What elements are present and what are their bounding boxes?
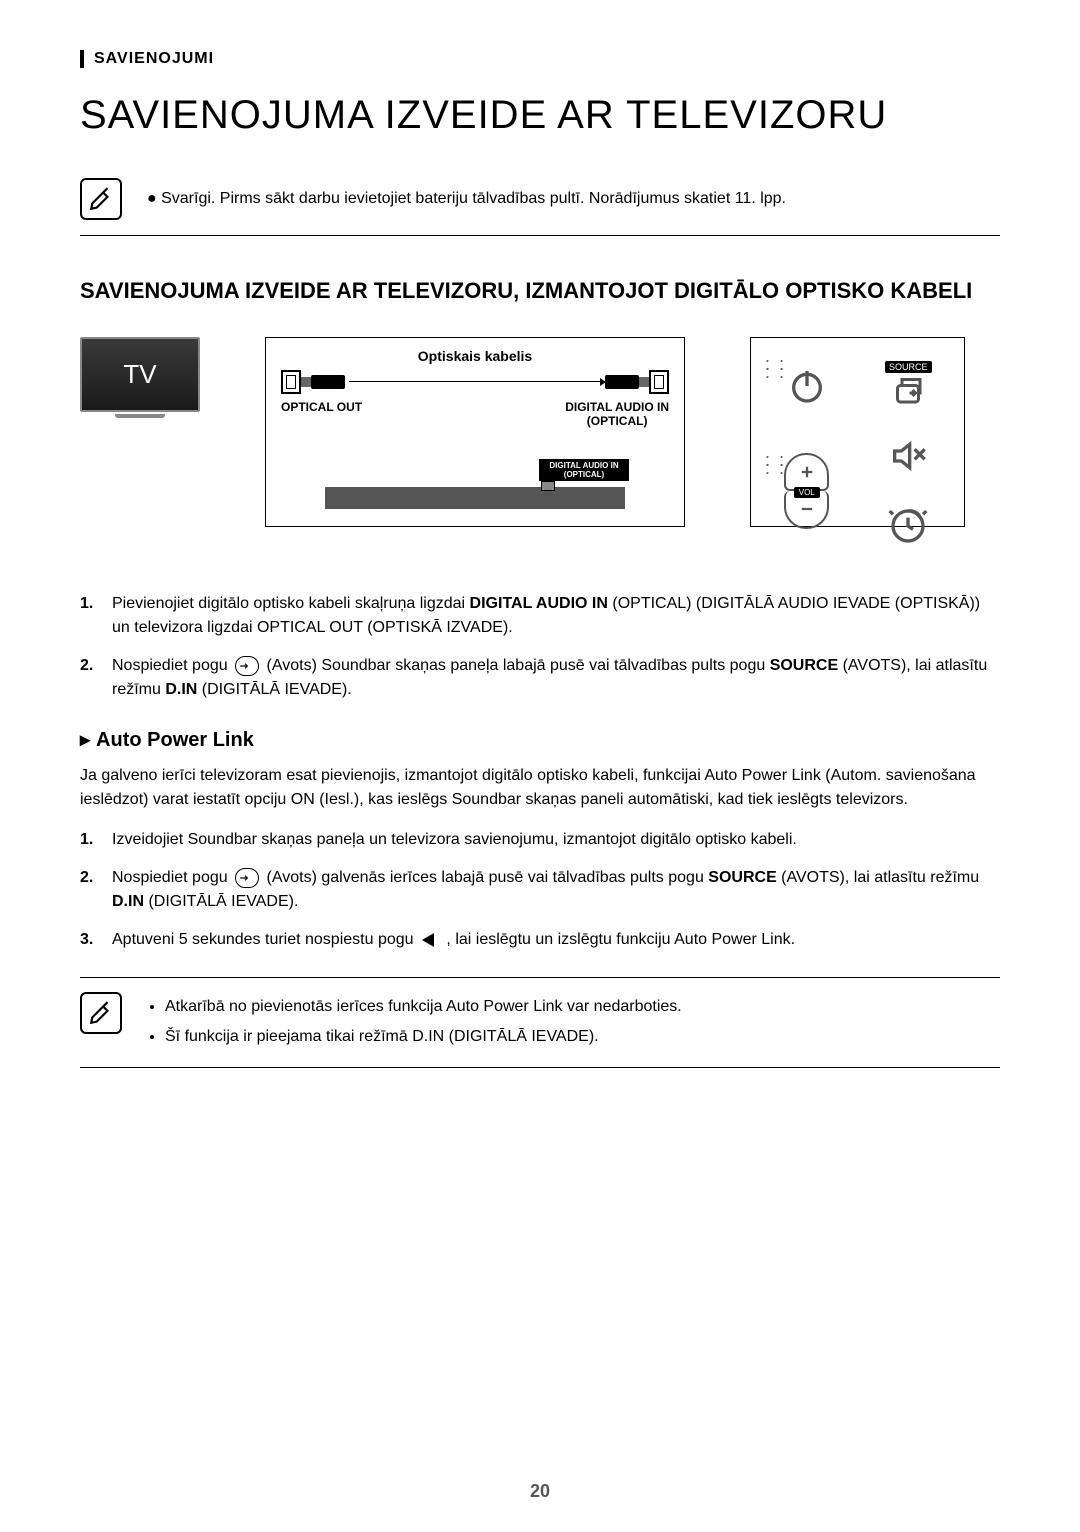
t-bold: SOURCE bbox=[708, 869, 776, 886]
cable-line bbox=[281, 370, 669, 394]
t-bold: SOURCE bbox=[770, 657, 838, 674]
list-item: 1. Izveidojiet Soundbar skaņas paneļa un… bbox=[80, 828, 1000, 852]
t: Aptuveni 5 sekundes turiet nospiestu pog… bbox=[112, 931, 418, 948]
apl-heading: ▸ Auto Power Link bbox=[80, 727, 1000, 752]
step-num: 1. bbox=[80, 592, 104, 640]
top-note-text: ● Svarīgi. Pirms sākt darbu ievietojiet … bbox=[147, 190, 786, 208]
t: Nospiediet pogu bbox=[112, 869, 232, 886]
t: , lai ieslēgtu un izslēgtu funkciju Auto… bbox=[442, 931, 795, 948]
list-item: 3. Aptuveni 5 sekundes turiet nospiestu … bbox=[80, 928, 1000, 952]
sub-title: SAVIENOJUMA IZVEIDE AR TELEVIZORU, IZMAN… bbox=[80, 276, 1000, 307]
step-text: Izveidojiet Soundbar skaņas paneļa un te… bbox=[112, 828, 1000, 852]
t: (Avots) galvenās ierīces labajā pusē vai… bbox=[262, 869, 708, 886]
toslink-right-icon bbox=[649, 370, 669, 394]
note-icon bbox=[80, 178, 122, 220]
top-note-bullet: Svarīgi. Pirms sākt darbu ievietojiet ba… bbox=[161, 190, 786, 207]
triangle-icon: ▸ bbox=[80, 727, 90, 752]
source-inline-icon bbox=[235, 868, 259, 888]
dots-icon: : :: : bbox=[765, 360, 786, 376]
bottom-note-list: Atkarībā no pievienotās ierīces funkcija… bbox=[147, 992, 682, 1053]
bottom-note-block: Atkarībā no pievienotās ierīces funkcija… bbox=[80, 977, 1000, 1068]
apl-heading-text: Auto Power Link bbox=[96, 729, 254, 751]
source-icon: SOURCE bbox=[883, 361, 933, 411]
port-label-l2: (OPTICAL) bbox=[543, 470, 625, 479]
step-num: 1. bbox=[80, 828, 104, 852]
source-inline-icon bbox=[235, 656, 259, 676]
steps-list-1: 1. Pievienojiet digitālo optisko kabeli … bbox=[80, 592, 1000, 702]
connection-diagram: TV Optiskais kabelis OPTICAL OUT DIGITAL… bbox=[80, 337, 1000, 527]
tv-frame: TV bbox=[80, 337, 200, 412]
page-number: 20 bbox=[530, 1481, 550, 1502]
t: (AVOTS), lai atlasītu režīmu bbox=[777, 869, 979, 886]
section-tab: SAVIENOJUMI bbox=[80, 50, 1000, 68]
apl-paragraph: Ja galveno ierīci televizoram esat pievi… bbox=[80, 764, 1000, 812]
t: (DIGITĀLĀ IEVADE). bbox=[197, 681, 351, 698]
label-optical-out: OPTICAL OUT bbox=[281, 400, 362, 429]
step-text: Aptuveni 5 sekundes turiet nospiestu pog… bbox=[112, 928, 1000, 952]
remote-illustration: : :: : : :: : SOURCE VOL bbox=[750, 337, 965, 527]
source-label: SOURCE bbox=[885, 361, 932, 373]
list-item: 2. Nospiediet pogu (Avots) Soundbar skaņ… bbox=[80, 654, 1000, 702]
step-text: Nospiediet pogu (Avots) galvenās ierīces… bbox=[112, 866, 1000, 914]
tv-stand bbox=[115, 414, 165, 418]
list-item: Šī funkcija ir pieejama tikai režīmā D.I… bbox=[165, 1022, 682, 1052]
step-num: 2. bbox=[80, 654, 104, 702]
page-title: SAVIENOJUMA IZVEIDE AR TELEVIZORU bbox=[80, 93, 1000, 138]
port-label-l1: DIGITAL AUDIO IN bbox=[543, 461, 625, 470]
toslink-left-icon bbox=[281, 370, 301, 394]
cable-top-label: Optiskais kabelis bbox=[281, 348, 669, 364]
note-icon bbox=[80, 992, 122, 1034]
list-item: 1. Pievienojiet digitālo optisko kabeli … bbox=[80, 592, 1000, 640]
volume-rocker-icon: VOL bbox=[782, 466, 832, 516]
t: (Avots) Soundbar skaņas paneļa labajā pu… bbox=[262, 657, 770, 674]
t: (DIGITĀLĀ IEVADE). bbox=[144, 893, 298, 910]
sleep-icon bbox=[883, 501, 933, 551]
plug-right-icon bbox=[605, 375, 649, 389]
list-item: 2. Nospiediet pogu (Avots) galvenās ierī… bbox=[80, 866, 1000, 914]
plug-left-icon bbox=[301, 375, 345, 389]
t: Nospiediet pogu bbox=[112, 657, 232, 674]
step-text: Pievienojiet digitālo optisko kabeli ska… bbox=[112, 592, 1000, 640]
soundbar-body bbox=[325, 487, 625, 509]
cable-wire bbox=[349, 381, 601, 382]
cable-bottom-labels: OPTICAL OUT DIGITAL AUDIO IN (OPTICAL) bbox=[281, 400, 669, 429]
vol-label: VOL bbox=[794, 487, 820, 498]
mute-icon bbox=[883, 431, 933, 481]
tv-illustration: TV bbox=[80, 337, 200, 418]
step-num: 3. bbox=[80, 928, 104, 952]
t-bold: D.IN bbox=[165, 681, 197, 698]
step-text: Nospiediet pogu (Avots) Soundbar skaņas … bbox=[112, 654, 1000, 702]
soundbar-illustration: DIGITAL AUDIO IN (OPTICAL) bbox=[281, 459, 669, 509]
steps-list-2: 1. Izveidojiet Soundbar skaņas paneļa un… bbox=[80, 828, 1000, 952]
power-icon bbox=[782, 361, 832, 411]
list-item: Atkarībā no pievienotās ierīces funkcija… bbox=[165, 992, 682, 1022]
step-num: 2. bbox=[80, 866, 104, 914]
t-bold: D.IN bbox=[112, 893, 144, 910]
soundbar-port-icon bbox=[541, 481, 555, 491]
left-arrow-icon bbox=[422, 933, 438, 947]
t: Pievienojiet digitālo optisko kabeli ska… bbox=[112, 595, 470, 612]
top-note-row: ● Svarīgi. Pirms sākt darbu ievietojiet … bbox=[80, 178, 1000, 236]
label-digital-in-l2: (OPTICAL) bbox=[565, 414, 669, 428]
t-bold: DIGITAL AUDIO IN bbox=[470, 595, 608, 612]
volume-up-icon bbox=[784, 453, 829, 491]
label-digital-in-l1: DIGITAL AUDIO IN bbox=[565, 400, 669, 414]
cable-diagram: Optiskais kabelis OPTICAL OUT DIGITAL AU… bbox=[265, 337, 685, 527]
soundbar-port-label: DIGITAL AUDIO IN (OPTICAL) bbox=[539, 459, 629, 481]
